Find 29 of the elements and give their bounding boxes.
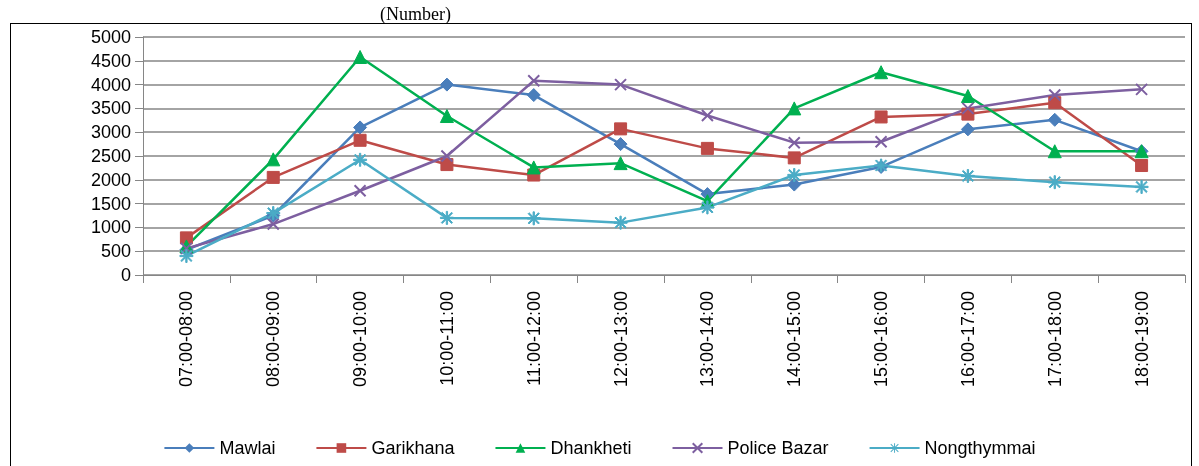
y-tick-label: 2500: [90, 146, 131, 166]
y-tick-label: 4000: [90, 74, 131, 95]
x-tick-label: 14:00-15:00: [784, 291, 805, 388]
y-tick-label: 5000: [90, 27, 131, 47]
legend-label: Mawlai: [219, 438, 276, 458]
y-tick-label: 4500: [90, 50, 131, 71]
x-tick-label: 15:00-16:00: [871, 291, 892, 388]
x-tick-label: 12:00-13:00: [610, 291, 631, 388]
y-tick-label: 1500: [90, 193, 131, 214]
x-tick-label: 16:00-17:00: [957, 291, 978, 388]
legend-label: Police Bazar: [727, 438, 829, 458]
legend-label: Dhankheti: [550, 438, 632, 458]
x-tick-label: 07:00-08:00: [176, 291, 197, 388]
y-tick-label: 3000: [90, 122, 131, 143]
y-tick-label: 0: [120, 265, 131, 285]
chart-title: (Number): [380, 4, 451, 25]
y-tick-label: 3500: [90, 98, 131, 119]
x-tick-label: 17:00-18:00: [1044, 291, 1065, 388]
x-tick-label: 08:00-09:00: [263, 291, 284, 388]
legend-label: Nongthymmai: [924, 438, 1036, 458]
y-tick-label: 2000: [90, 169, 131, 190]
x-tick-label: 09:00-10:00: [350, 291, 371, 388]
x-tick-label: 13:00-14:00: [697, 291, 718, 388]
x-tick-label: 10:00-11:00: [436, 291, 457, 386]
y-tick-label: 500: [100, 241, 131, 262]
legend-label: Garikhana: [371, 438, 456, 458]
y-tick-label: 1000: [90, 217, 131, 238]
x-tick-label: 18:00-19:00: [1131, 291, 1152, 388]
x-tick-label: 11:00-12:00: [523, 291, 544, 386]
